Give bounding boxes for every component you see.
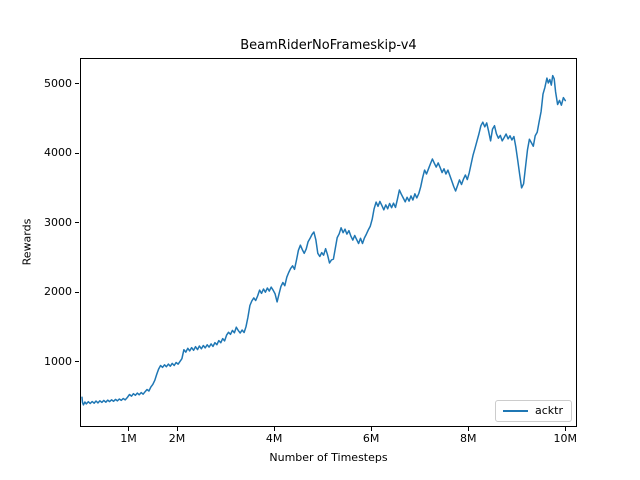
x-tick-label: 10M (553, 432, 578, 445)
x-axis-label: Number of Timesteps (269, 451, 388, 464)
reward-curve-svg (81, 74, 567, 406)
y-tick-mark (75, 152, 79, 154)
plot-area: acktr (80, 58, 577, 427)
y-tick-label: 5000 (44, 76, 72, 90)
x-tick-label: 1M (120, 432, 137, 445)
legend-line-sample (503, 410, 528, 412)
legend-label: acktr (535, 404, 563, 417)
y-tick-mark (75, 361, 79, 363)
x-tick-mark (564, 427, 566, 431)
y-tick-mark (75, 291, 79, 293)
x-tick-label: 8M (459, 432, 477, 445)
y-tick-mark (75, 222, 79, 224)
chart-title: BeamRiderNoFrameskip-v4 (240, 38, 417, 53)
x-tick-mark (128, 427, 130, 431)
x-tick-label: 4M (265, 432, 283, 445)
line-series-acktr (81, 74, 567, 406)
x-tick-mark (467, 427, 469, 431)
y-tick-label: 1000 (44, 354, 72, 368)
x-tick-mark (273, 427, 275, 431)
x-tick-mark (370, 427, 372, 431)
x-tick-mark (176, 427, 178, 431)
y-tick-label: 4000 (44, 146, 72, 160)
x-tick-label: 2M (168, 432, 186, 445)
legend: acktr (495, 400, 572, 422)
y-tick-mark (75, 83, 79, 84)
y-tick-label: 3000 (44, 215, 72, 229)
y-tick-label: 2000 (44, 285, 72, 299)
x-tick-label: 6M (362, 432, 380, 445)
